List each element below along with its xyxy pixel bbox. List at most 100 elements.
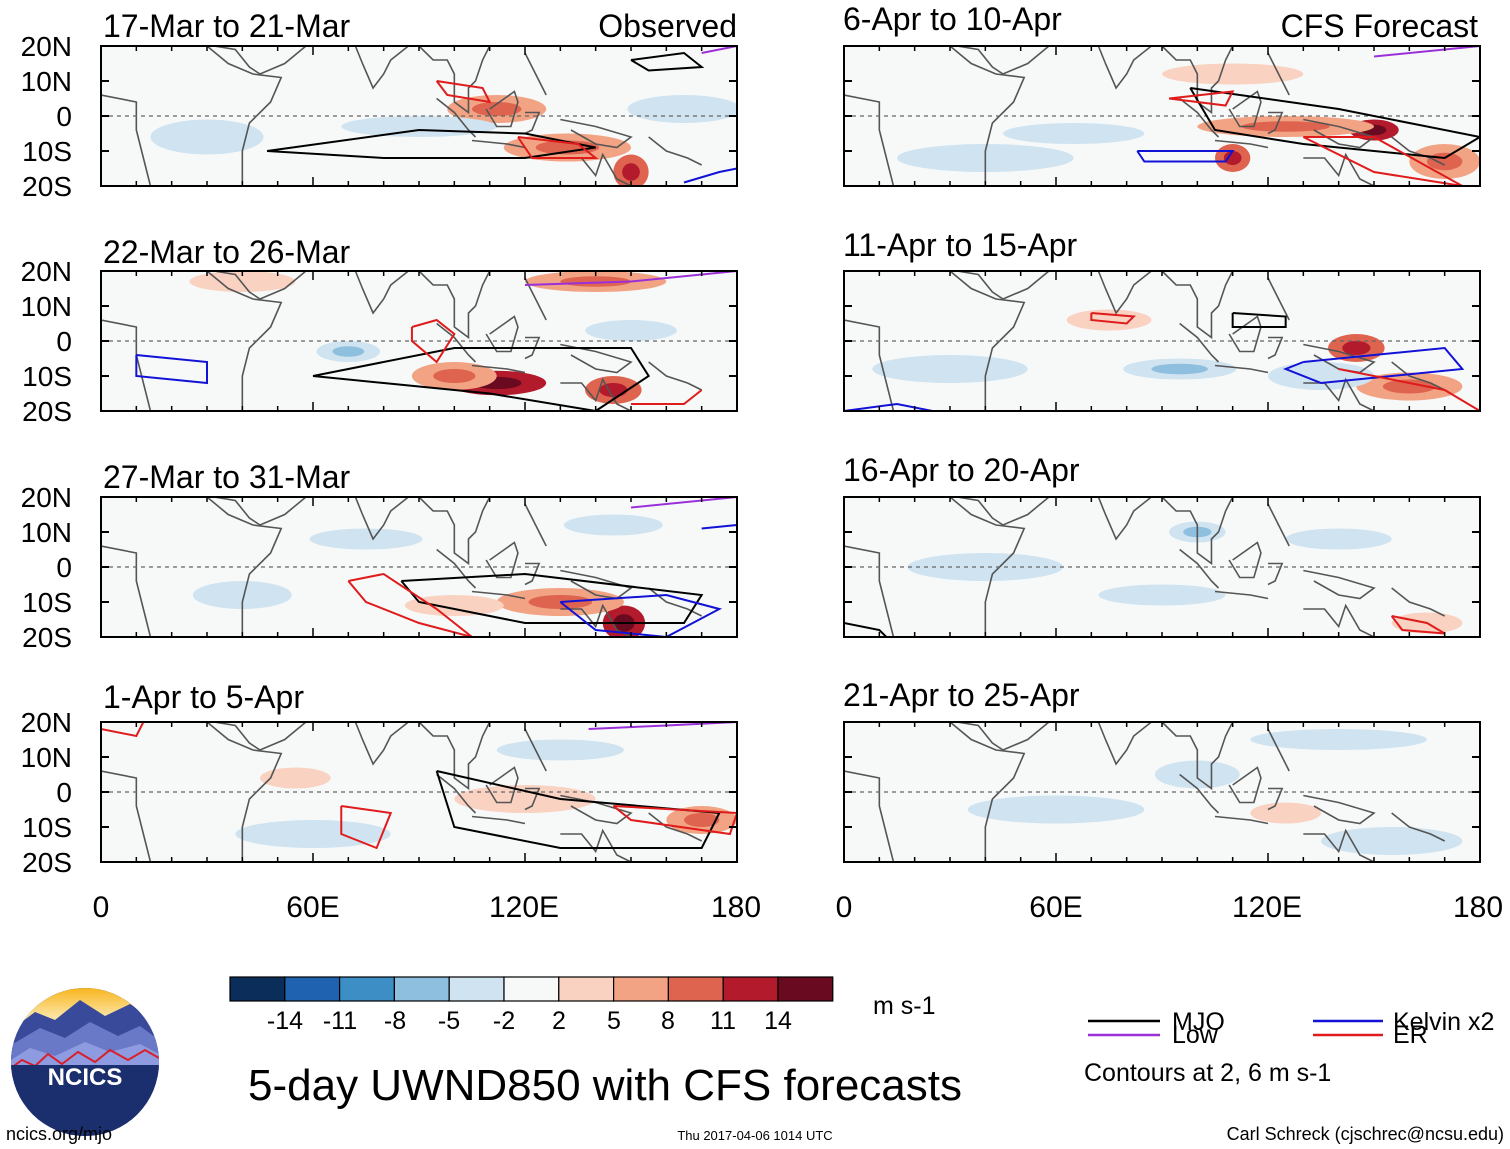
colorbar-label: 11 bbox=[710, 1007, 736, 1035]
coastline bbox=[560, 343, 633, 374]
coastline bbox=[1303, 152, 1375, 186]
y-tick-labels-row-3: 20N 10N 0 10S 20S bbox=[21, 482, 72, 653]
wave-contour bbox=[410, 318, 456, 364]
anomaly-region bbox=[404, 595, 504, 616]
anomaly-region bbox=[1285, 528, 1392, 550]
y-tick-label: 10N bbox=[21, 66, 72, 97]
coastline bbox=[1267, 503, 1290, 547]
colorbar-label: -5 bbox=[438, 1007, 460, 1035]
x-tick-label: 60E bbox=[286, 891, 339, 924]
y-tick-label: 0 bbox=[56, 777, 72, 808]
observed-header: Observed bbox=[598, 8, 737, 44]
y-tick-label: 20S bbox=[22, 847, 72, 878]
anomaly-region bbox=[1250, 802, 1321, 824]
coastline bbox=[334, 497, 409, 541]
coastline bbox=[648, 136, 703, 166]
wave-contour bbox=[559, 593, 723, 637]
coastline bbox=[1214, 590, 1269, 600]
coastline bbox=[844, 545, 895, 637]
y-tick-label: 20N bbox=[21, 31, 72, 62]
colorbar-bin bbox=[339, 976, 396, 1002]
coastline bbox=[1077, 271, 1152, 315]
y-tick-label: 10S bbox=[22, 812, 72, 843]
colorbar-label: 2 bbox=[552, 1007, 566, 1035]
coastline bbox=[101, 770, 152, 862]
coastline bbox=[907, 497, 1026, 637]
x-tick-labels-left: 0 60E 120E 180 bbox=[93, 891, 761, 924]
anomaly-core bbox=[1151, 363, 1208, 375]
coastline bbox=[1228, 541, 1262, 579]
legend: MJO Kelvin x2 Low ER Contours at 2, 6 m … bbox=[1084, 1008, 1494, 1087]
coastline bbox=[1077, 722, 1152, 766]
colorbar-labels: -14 -11 -8 -5 -2 2 5 8 11 14 bbox=[267, 1007, 792, 1035]
coastline bbox=[1303, 794, 1376, 825]
anomaly-region bbox=[192, 581, 292, 609]
wave-contour bbox=[844, 402, 933, 411]
coastline bbox=[485, 90, 519, 128]
panel-plot bbox=[843, 45, 1481, 187]
y-tick-label: 20N bbox=[21, 256, 72, 287]
coastline bbox=[560, 569, 633, 600]
coastline bbox=[1267, 562, 1284, 586]
forecast-header: CFS Forecast bbox=[1281, 8, 1478, 44]
coastline bbox=[524, 503, 547, 547]
coastline bbox=[907, 722, 1026, 862]
colorbar-bin bbox=[612, 976, 669, 1002]
colorbar-units: m s-1 bbox=[873, 992, 936, 1020]
panel-plot bbox=[100, 45, 738, 187]
x-tick-label: 120E bbox=[1232, 891, 1302, 924]
anomaly-region bbox=[563, 514, 663, 536]
colorbar-bin bbox=[284, 976, 341, 1002]
coastline bbox=[907, 271, 1026, 411]
coastline bbox=[485, 766, 519, 804]
coastline bbox=[1214, 364, 1269, 374]
anomaly-core bbox=[599, 383, 628, 397]
wave-contour bbox=[400, 572, 704, 624]
x-tick-label: 0 bbox=[93, 891, 110, 924]
anomaly-region bbox=[309, 528, 423, 550]
wave-contour bbox=[630, 51, 705, 72]
wave-contour bbox=[701, 46, 737, 54]
anomaly-core bbox=[1427, 152, 1463, 171]
footer-url[interactable]: ncics.org/mjo bbox=[6, 1124, 112, 1144]
coastline bbox=[164, 271, 283, 411]
anomaly-core bbox=[1382, 379, 1436, 394]
coastline bbox=[956, 271, 1050, 300]
coastline bbox=[956, 497, 1050, 526]
wave-contour bbox=[1168, 90, 1235, 107]
y-tick-label: 10S bbox=[22, 587, 72, 618]
footer-credit: Carl Schreck (cjschrec@ncsu.edu) bbox=[1227, 1124, 1504, 1144]
coastline bbox=[1267, 728, 1290, 772]
coastline bbox=[1391, 812, 1446, 842]
anomaly-region bbox=[1002, 123, 1145, 144]
legend-label: ER bbox=[1393, 1021, 1428, 1049]
wave-contour bbox=[1373, 46, 1480, 58]
colorbar-label: 8 bbox=[661, 1007, 675, 1035]
coastline bbox=[1303, 828, 1375, 862]
colorbar-label: -11 bbox=[323, 1007, 357, 1035]
panel-title: 27-Mar to 31-Mar bbox=[103, 459, 351, 495]
coastline bbox=[1391, 587, 1446, 617]
map-background bbox=[101, 722, 737, 862]
colorbar-bin bbox=[722, 976, 779, 1002]
coastline bbox=[1161, 497, 1234, 566]
colorbar-bin bbox=[393, 976, 450, 1002]
colorbar-bin bbox=[667, 976, 724, 1002]
wave-contour bbox=[1090, 312, 1136, 325]
coastline bbox=[471, 139, 526, 149]
y-tick-label: 20S bbox=[22, 171, 72, 202]
coastline bbox=[334, 722, 409, 766]
coastline bbox=[1267, 787, 1284, 811]
y-tick-label: 20S bbox=[22, 396, 72, 427]
panel-title: 6-Apr to 10-Apr bbox=[843, 1, 1062, 37]
wave-contour bbox=[101, 722, 145, 738]
x-tick-labels-right: 0 60E 120E 180 bbox=[836, 891, 1503, 924]
coastline bbox=[1179, 97, 1220, 138]
coastline bbox=[1228, 315, 1262, 353]
coastline bbox=[418, 497, 491, 566]
coastline bbox=[418, 46, 491, 115]
coastline bbox=[164, 722, 283, 862]
panel-plot bbox=[843, 721, 1481, 863]
coastline bbox=[560, 118, 633, 149]
coastline bbox=[334, 46, 409, 90]
